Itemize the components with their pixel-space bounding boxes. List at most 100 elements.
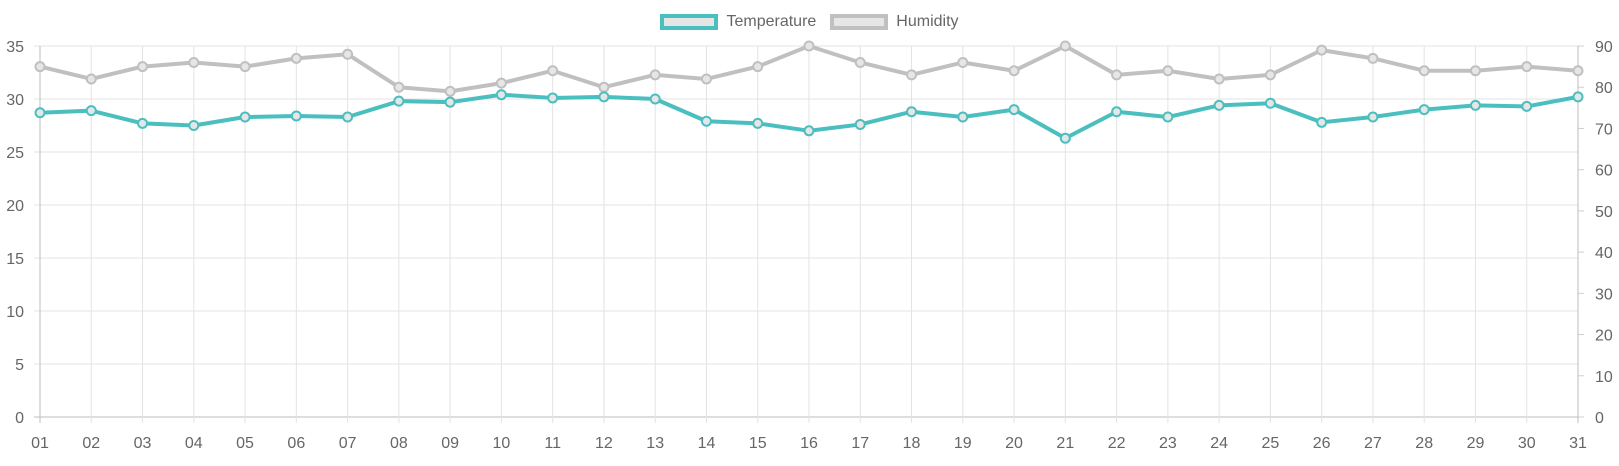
x-tick-label: 18 (903, 435, 921, 452)
data-point-temperature[interactable] (649, 93, 661, 105)
x-tick-label: 28 (1415, 435, 1433, 452)
data-point-humidity[interactable] (1264, 69, 1276, 81)
data-point-temperature[interactable] (1521, 100, 1533, 112)
data-point-temperature[interactable] (342, 111, 354, 123)
data-point-humidity[interactable] (342, 48, 354, 60)
data-point-temperature[interactable] (1469, 99, 1481, 111)
legend-label: Temperature (726, 13, 817, 30)
data-point-humidity[interactable] (495, 77, 507, 89)
data-point-temperature[interactable] (906, 106, 918, 118)
data-point-humidity[interactable] (957, 56, 969, 68)
data-point-humidity[interactable] (1367, 52, 1379, 64)
x-tick-label: 22 (1108, 435, 1126, 452)
data-point-humidity[interactable] (1521, 61, 1533, 73)
data-point-temperature[interactable] (1418, 104, 1430, 116)
data-point-humidity[interactable] (137, 61, 149, 73)
data-point-humidity[interactable] (239, 61, 251, 73)
data-point-humidity[interactable] (547, 65, 559, 77)
data-point-temperature[interactable] (1572, 91, 1584, 103)
x-tick-label: 09 (441, 435, 459, 452)
data-point-humidity[interactable] (393, 81, 405, 93)
data-point-temperature[interactable] (700, 115, 712, 127)
data-point-humidity[interactable] (1469, 65, 1481, 77)
data-point-temperature[interactable] (188, 120, 200, 131)
x-tick-label: 23 (1159, 435, 1177, 452)
legend-swatch (660, 14, 719, 30)
data-point-temperature[interactable] (239, 111, 251, 123)
x-tick-label: 19 (954, 435, 972, 452)
data-point-temperature[interactable] (290, 110, 302, 122)
data-point-temperature[interactable] (393, 95, 405, 107)
data-point-humidity[interactable] (1008, 65, 1020, 77)
data-point-humidity[interactable] (700, 73, 712, 85)
data-point-humidity[interactable] (1418, 65, 1430, 77)
x-tick-label: 27 (1364, 435, 1382, 452)
data-point-humidity[interactable] (854, 56, 866, 68)
x-tick-label: 11 (544, 435, 561, 452)
data-point-temperature[interactable] (957, 111, 969, 123)
y-right-tick-label: 0 (1595, 410, 1604, 427)
data-point-temperature[interactable] (1213, 99, 1225, 111)
x-tick-label: 13 (646, 435, 664, 452)
legend-item-temperature[interactable]: Temperature (660, 13, 816, 31)
data-point-humidity[interactable] (188, 56, 200, 68)
data-point-temperature[interactable] (1162, 111, 1174, 123)
legend-swatch (830, 14, 889, 30)
data-point-temperature[interactable] (1316, 116, 1328, 128)
data-point-temperature[interactable] (1367, 111, 1379, 123)
x-tick-label: 01 (31, 435, 49, 452)
x-tick-label: 07 (339, 435, 357, 452)
data-point-temperature[interactable] (1059, 132, 1071, 144)
x-tick-label: 26 (1313, 435, 1331, 452)
chart-legend: Temperature Humidity (0, 10, 1619, 34)
x-tick-label: 30 (1518, 435, 1536, 452)
data-point-humidity[interactable] (444, 85, 456, 97)
x-tick-label: 03 (134, 435, 152, 452)
data-point-temperature[interactable] (803, 125, 815, 137)
x-tick-label: 21 (1056, 435, 1074, 452)
legend-item-humidity[interactable]: Humidity (830, 13, 959, 31)
data-point-temperature[interactable] (854, 118, 866, 130)
data-point-humidity[interactable] (598, 81, 610, 93)
data-point-temperature[interactable] (1008, 104, 1020, 116)
data-point-humidity[interactable] (1316, 44, 1328, 56)
y-right-tick-label: 80 (1595, 80, 1613, 97)
y-left-tick-label: 20 (6, 198, 24, 215)
data-point-temperature[interactable] (85, 105, 97, 117)
y-left-tick-label: 35 (6, 39, 24, 56)
data-point-temperature[interactable] (547, 92, 559, 104)
data-point-temperature[interactable] (444, 96, 456, 108)
data-point-humidity[interactable] (803, 40, 815, 52)
data-point-humidity[interactable] (906, 69, 918, 81)
x-tick-label: 04 (185, 435, 203, 452)
data-point-temperature[interactable] (752, 117, 764, 129)
data-point-temperature[interactable] (1111, 106, 1123, 118)
y-right-tick-label: 10 (1595, 369, 1613, 386)
y-left-tick-label: 5 (15, 357, 24, 374)
data-point-humidity[interactable] (85, 73, 97, 85)
data-point-humidity[interactable] (1572, 65, 1584, 77)
x-tick-label: 17 (851, 435, 869, 452)
x-tick-label: 05 (236, 435, 254, 452)
data-point-humidity[interactable] (1111, 69, 1123, 81)
data-point-humidity[interactable] (1162, 65, 1174, 77)
data-point-humidity[interactable] (752, 61, 764, 73)
data-point-humidity[interactable] (649, 69, 661, 81)
y-right-tick-label: 70 (1595, 121, 1613, 138)
data-point-temperature[interactable] (1264, 97, 1276, 109)
data-point-humidity[interactable] (1059, 40, 1071, 52)
y-right-tick-label: 60 (1595, 163, 1613, 180)
x-tick-label: 10 (493, 435, 511, 452)
x-tick-label: 29 (1467, 435, 1485, 452)
data-point-humidity[interactable] (1213, 73, 1225, 85)
data-point-humidity[interactable] (34, 61, 46, 73)
x-tick-label: 08 (390, 435, 408, 452)
y-left-tick-label: 10 (6, 304, 24, 321)
data-point-temperature[interactable] (137, 117, 149, 129)
data-point-temperature[interactable] (34, 107, 46, 119)
data-point-humidity[interactable] (290, 52, 302, 64)
data-point-temperature[interactable] (598, 91, 610, 103)
y-left-tick-label: 30 (6, 92, 24, 109)
data-point-temperature[interactable] (495, 89, 507, 101)
